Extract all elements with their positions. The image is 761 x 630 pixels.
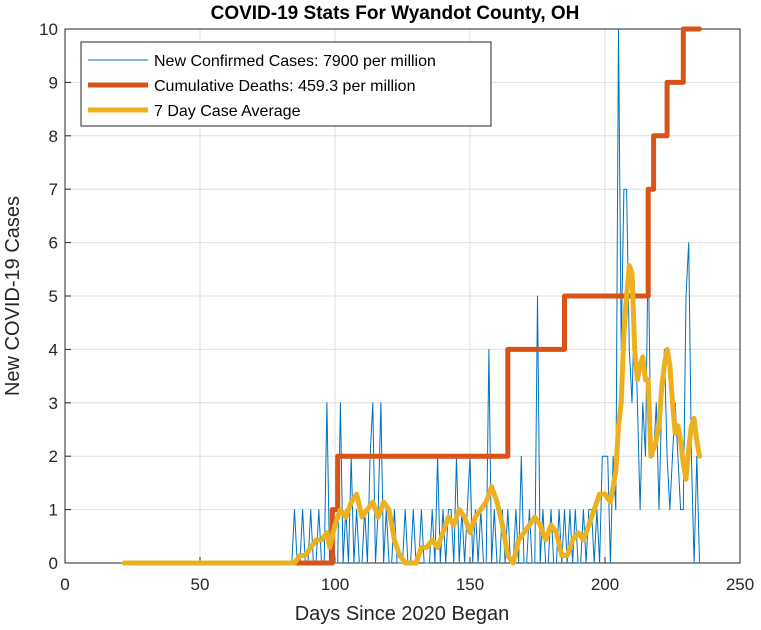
y-tick-label: 2 bbox=[49, 447, 58, 466]
legend-entry-7-day-average: 7 Day Case Average bbox=[154, 103, 301, 120]
series-lines bbox=[121, 26, 702, 566]
legend[interactable]: New Confirmed Cases: 7900 per million Cu… bbox=[80, 41, 492, 127]
series-cumulative-deaths bbox=[121, 26, 702, 566]
x-tick-label: 0 bbox=[60, 575, 69, 594]
y-tick-label: 7 bbox=[49, 180, 58, 199]
chart-title: COVID-19 Stats For Wyandot County, OH bbox=[211, 3, 580, 24]
y-tick-label: 5 bbox=[49, 287, 58, 306]
legend-entry-new-cases: New Confirmed Cases: 7900 per million bbox=[154, 53, 436, 70]
legend-box bbox=[80, 41, 492, 127]
x-tick-label: 200 bbox=[591, 575, 619, 594]
x-axis-label: Days Since 2020 Began bbox=[295, 603, 510, 625]
y-tick-label: 6 bbox=[49, 234, 58, 253]
legend-entry-cumulative-deaths: Cumulative Deaths: 459.3 per million bbox=[154, 78, 415, 95]
x-tick-label: 150 bbox=[456, 575, 484, 594]
y-tick-label: 8 bbox=[49, 127, 58, 146]
x-tick-label: 50 bbox=[191, 575, 210, 594]
y-axis-label: New COVID-19 Cases bbox=[2, 196, 24, 396]
y-tick-label: 10 bbox=[39, 20, 58, 39]
y-tick-label: 0 bbox=[49, 554, 58, 573]
y-tick-label: 9 bbox=[49, 73, 58, 92]
x-tick-label: 250 bbox=[726, 575, 754, 594]
y-tick-label: 4 bbox=[49, 340, 58, 359]
y-tick-label: 1 bbox=[49, 501, 58, 520]
x-tick-label: 100 bbox=[321, 575, 349, 594]
series-7-day-average bbox=[121, 263, 702, 566]
y-tick-label: 3 bbox=[49, 394, 58, 413]
